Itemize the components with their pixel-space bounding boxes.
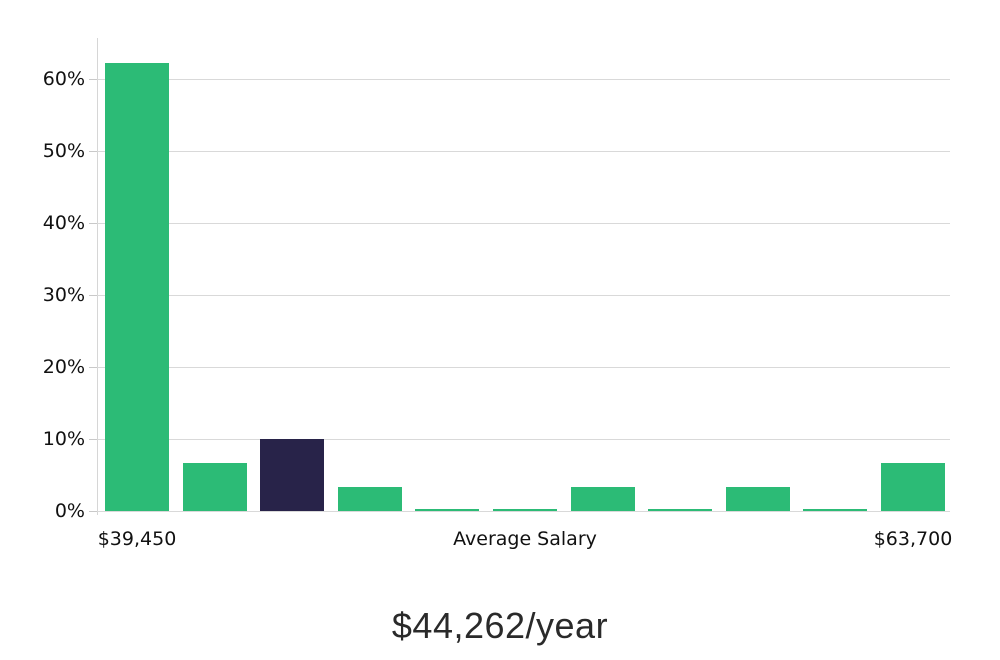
gridline [97, 294, 950, 296]
gridline [97, 510, 950, 512]
y-tick-label: 60% [42, 68, 85, 91]
bar [881, 462, 945, 511]
y-axis-tick [89, 78, 97, 80]
gridline [97, 78, 950, 80]
y-tick-label: 30% [42, 284, 85, 307]
y-axis-tick [89, 438, 97, 440]
bar [105, 63, 169, 511]
bar [415, 508, 480, 511]
y-tick-label: 0% [54, 500, 85, 522]
bar [570, 486, 635, 511]
y-tick-label: 50% [42, 140, 85, 163]
y-tick-label: 10% [42, 428, 85, 450]
y-axis-tick [89, 294, 97, 296]
bar-highlighted [260, 439, 325, 511]
plot-area [89, 38, 950, 515]
bar [725, 486, 790, 511]
y-axis-tick [89, 222, 97, 224]
gridline [97, 150, 950, 152]
bar [337, 486, 402, 511]
x-axis-label-average-salary: Average Salary [453, 528, 597, 550]
y-tick-label: 40% [42, 212, 85, 235]
y-axis-tick [89, 366, 97, 368]
bar [493, 508, 557, 511]
y-axis-tick [89, 510, 97, 512]
gridline [97, 438, 950, 440]
average-salary-title: $44,262/year [391, 605, 609, 646]
gridline [97, 222, 950, 224]
bar [803, 508, 868, 511]
bar [182, 462, 247, 511]
x-axis-label-max-salary: $63,700 [873, 528, 953, 550]
y-axis: 0% 10% 20% 30% 40% 50% 60% [0, 38, 85, 522]
y-axis-tick [89, 150, 97, 152]
y-tick-label: 20% [42, 356, 85, 378]
y-axis-line [97, 38, 98, 515]
bar [648, 508, 713, 511]
x-axis-label-min-salary: $39,450 [97, 528, 177, 550]
gridline [97, 366, 950, 368]
